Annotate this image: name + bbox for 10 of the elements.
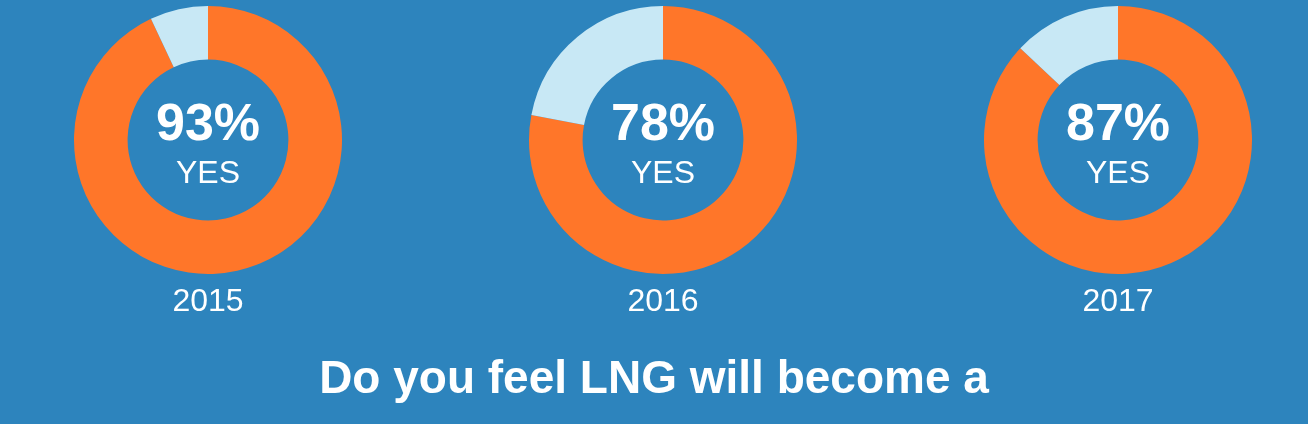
text: Do you feel LNG will become a (318, 350, 990, 404)
slice-label: YES (1085, 153, 1151, 190)
data-label: 93% (155, 93, 261, 152)
slice-label: YES (175, 153, 241, 190)
data-label: 87% (1065, 93, 1171, 152)
text: 2015 (171, 282, 245, 319)
text: 2016 (626, 282, 700, 319)
slice-label: YES (630, 153, 696, 190)
data-label: 78% (610, 93, 716, 152)
text: 2017 (1081, 282, 1155, 319)
